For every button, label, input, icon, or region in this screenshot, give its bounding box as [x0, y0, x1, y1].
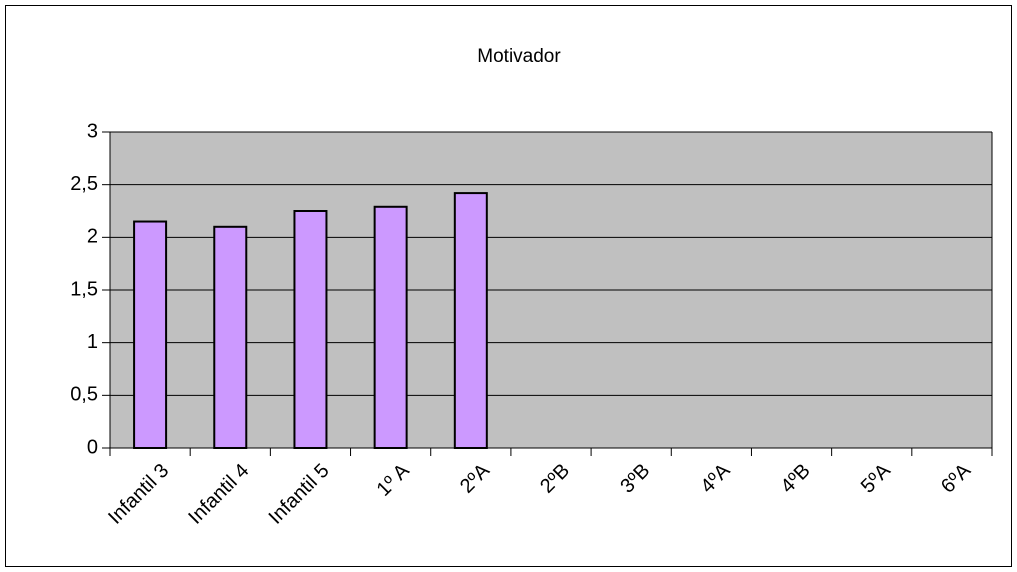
y-tick-label: 0	[87, 436, 98, 458]
y-tick-label: 1,5	[70, 278, 98, 300]
bar	[373, 205, 408, 449]
y-tick-label: 0,5	[70, 384, 98, 406]
bar	[133, 220, 168, 449]
y-tick-label: 1	[87, 331, 98, 353]
y-tick-label: 3	[87, 120, 98, 142]
bar	[293, 210, 328, 449]
y-tick-label: 2,5	[70, 173, 98, 195]
chart-title: Motivador	[477, 46, 561, 67]
bar	[213, 225, 248, 449]
bar	[453, 192, 488, 449]
y-tick-label: 2	[87, 226, 98, 248]
